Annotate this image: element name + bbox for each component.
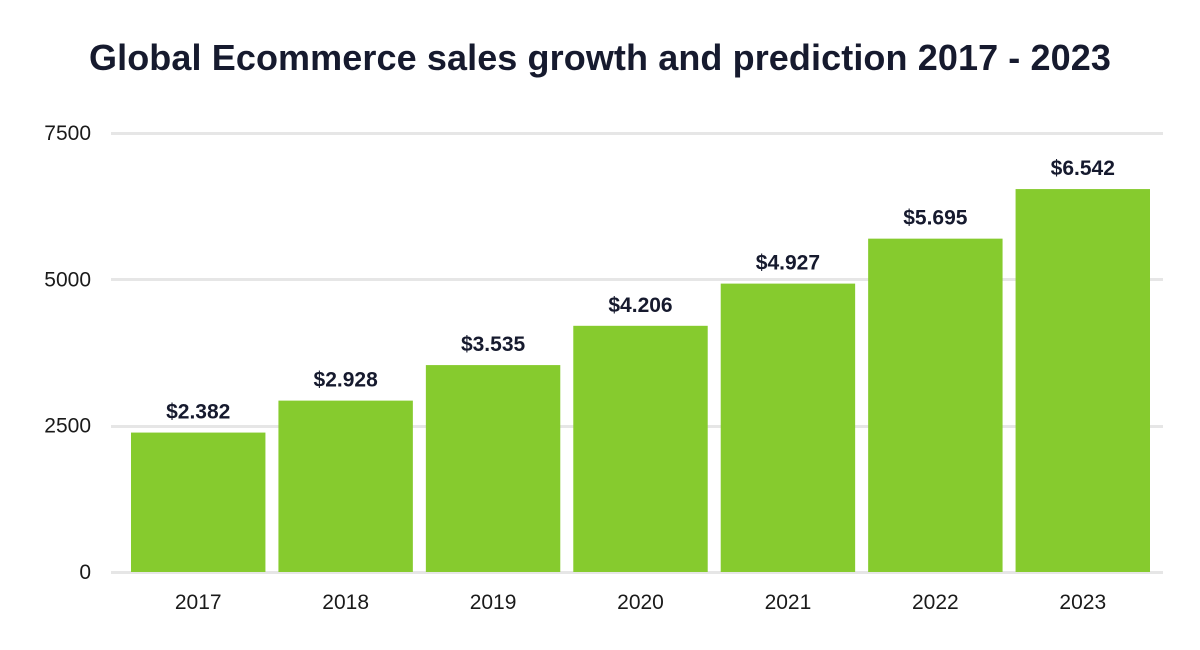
data-label-2020: $4.206 — [608, 294, 672, 317]
x-axis-ticks: 2017 2018 2019 2020 2021 2022 2023 — [175, 591, 1106, 614]
bar-2019 — [425, 365, 561, 572]
data-label-2018: $2.928 — [314, 369, 379, 392]
x-tick-label-2018: 2018 — [322, 591, 369, 614]
x-tick-label-2023: 2023 — [1059, 591, 1106, 614]
bars — [131, 189, 1150, 573]
data-label-2017: $2.382 — [166, 401, 230, 424]
x-tick-label-2021: 2021 — [765, 591, 812, 614]
x-tick-label-2022: 2022 — [912, 591, 959, 614]
bar-2017 — [131, 432, 266, 572]
bar-2021 — [720, 283, 856, 572]
y-tick-label: 7500 — [44, 122, 91, 145]
y-tick-label: 5000 — [44, 268, 91, 291]
data-labels: $2.382 $2.928 $3.535 $4.206 $4.927 $5.695 $6.5… — [166, 157, 1115, 423]
bar-2022 — [868, 238, 1003, 573]
data-label-2023: $6.542 — [1051, 157, 1115, 180]
x-tick-label-2017: 2017 — [175, 591, 222, 614]
y-axis-ticks: 0 2500 5000 7500 — [44, 122, 91, 584]
y-tick-label: 2500 — [44, 415, 91, 438]
chart-title: Global Ecommerce sales growth and predic… — [89, 37, 1111, 78]
bar-2020 — [573, 325, 708, 572]
data-label-2022: $5.695 — [903, 207, 968, 230]
data-label-2021: $4.927 — [756, 252, 820, 275]
x-tick-label-2020: 2020 — [617, 591, 664, 614]
bar-2023 — [1015, 189, 1150, 572]
y-tick-label: 0 — [79, 561, 91, 584]
x-tick-label-2019: 2019 — [470, 591, 517, 614]
bar-2018 — [278, 400, 413, 572]
data-label-2019: $3.535 — [461, 333, 526, 356]
